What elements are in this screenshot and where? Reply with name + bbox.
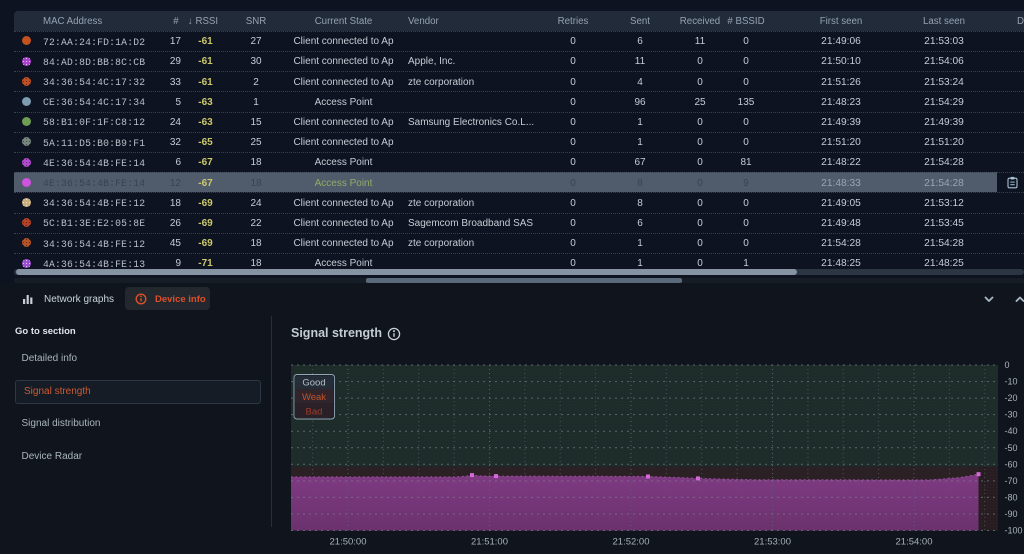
svg-text:21:53:00: 21:53:00 — [754, 537, 791, 548]
svg-text:0: 0 — [1005, 360, 1010, 370]
svg-text:Weak: Weak — [302, 392, 326, 403]
svg-text:-80: -80 — [1005, 492, 1018, 502]
svg-text:-70: -70 — [1005, 476, 1018, 486]
svg-text:-90: -90 — [1005, 509, 1018, 519]
svg-text:Bad: Bad — [306, 407, 323, 418]
svg-text:-100: -100 — [1005, 526, 1023, 536]
svg-text:21:54:00: 21:54:00 — [896, 537, 933, 548]
svg-text:21:51:00: 21:51:00 — [471, 537, 508, 548]
svg-text:-40: -40 — [1005, 426, 1018, 436]
svg-text:-60: -60 — [1005, 459, 1018, 469]
svg-text:21:50:00: 21:50:00 — [330, 537, 367, 548]
svg-text:-10: -10 — [1005, 377, 1018, 387]
svg-text:-30: -30 — [1005, 410, 1018, 420]
svg-text:-50: -50 — [1005, 443, 1018, 453]
svg-text:Good: Good — [302, 378, 325, 389]
svg-text:21:52:00: 21:52:00 — [613, 537, 650, 548]
svg-text:-20: -20 — [1005, 393, 1018, 403]
